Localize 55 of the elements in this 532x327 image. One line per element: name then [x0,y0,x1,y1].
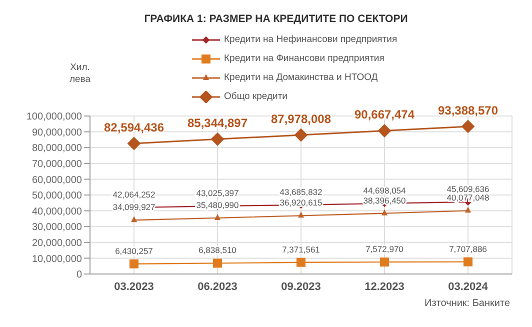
point [465,206,471,213]
data-label: 82,594,436 [104,120,164,134]
data-label: 7,371,561 [282,244,320,254]
x-tick-label: 03.2024 [448,280,489,293]
x-tick-label: 09.2023 [281,280,321,293]
data-label: 43,685,832 [280,186,323,197]
data-label: 6,838,510 [198,245,237,256]
point [298,212,304,218]
y-tick-label: 90,000,000 [32,127,82,138]
point [213,258,222,268]
y-axis-title: Хил. лева [68,62,92,86]
text: Източник: Банките [424,298,511,309]
data-label: 42,064,252 [112,190,156,200]
data-label: 90,667,474 [354,108,415,122]
legend-label: Кредити на Нефинансови предприятия [223,33,398,47]
x-tick-label: 06.2023 [198,280,238,293]
data-label: 43,025,397 [196,188,240,198]
data-label: 7,572,970 [366,244,404,254]
point [380,258,389,267]
point [294,128,308,142]
y-tick-label: 70,000,000 [32,158,82,170]
data-label: 7,707,886 [449,244,488,254]
chart-title: ГРАФИКА 1: РАЗМЕР НА КРЕДИТИТЕ ПО СЕКТОРИ [143,12,409,27]
point [131,216,137,222]
point [296,258,306,267]
data-label: 93,388,570 [438,103,498,118]
point [464,257,472,266]
y-tick-label: 60,000,000 [32,174,82,186]
point [211,132,224,146]
y-tick-label: 100,000,000 [26,112,82,123]
x-tick-label: 03.2023 [114,280,154,293]
data-label: 38,396,450 [363,195,406,206]
y-tick-label: 20,000,000 [32,238,82,249]
point [382,209,388,216]
data-label: 87,978,008 [270,112,332,126]
y-tick-label: 40,000,000 [32,206,82,218]
point [130,259,138,268]
data-label: 40,077,048 [446,192,490,203]
y-tick-label: 80,000,000 [32,143,82,154]
legend-label: Кредити на Домакинства и НТООД [223,71,378,85]
legend-label: Кредити на Финансови предприятия [223,52,384,66]
point [128,137,140,150]
legend-label: Общо кредити [223,90,288,104]
data-label: 44,698,054 [363,185,406,196]
y-tick-label: 30,000,000 [32,222,82,234]
y-tick-label: 50,000,000 [32,190,82,202]
y-tick-label: 10,000,000 [32,254,82,265]
point [214,214,220,220]
point [378,124,391,138]
data-label: 6,430,257 [115,246,154,256]
data-label: 85,344,897 [187,116,248,130]
y-tick-label: 0 [76,270,82,281]
data-label: 45,609,636 [446,184,490,194]
point [462,120,474,133]
x-tick-label: 12.2023 [364,280,404,293]
